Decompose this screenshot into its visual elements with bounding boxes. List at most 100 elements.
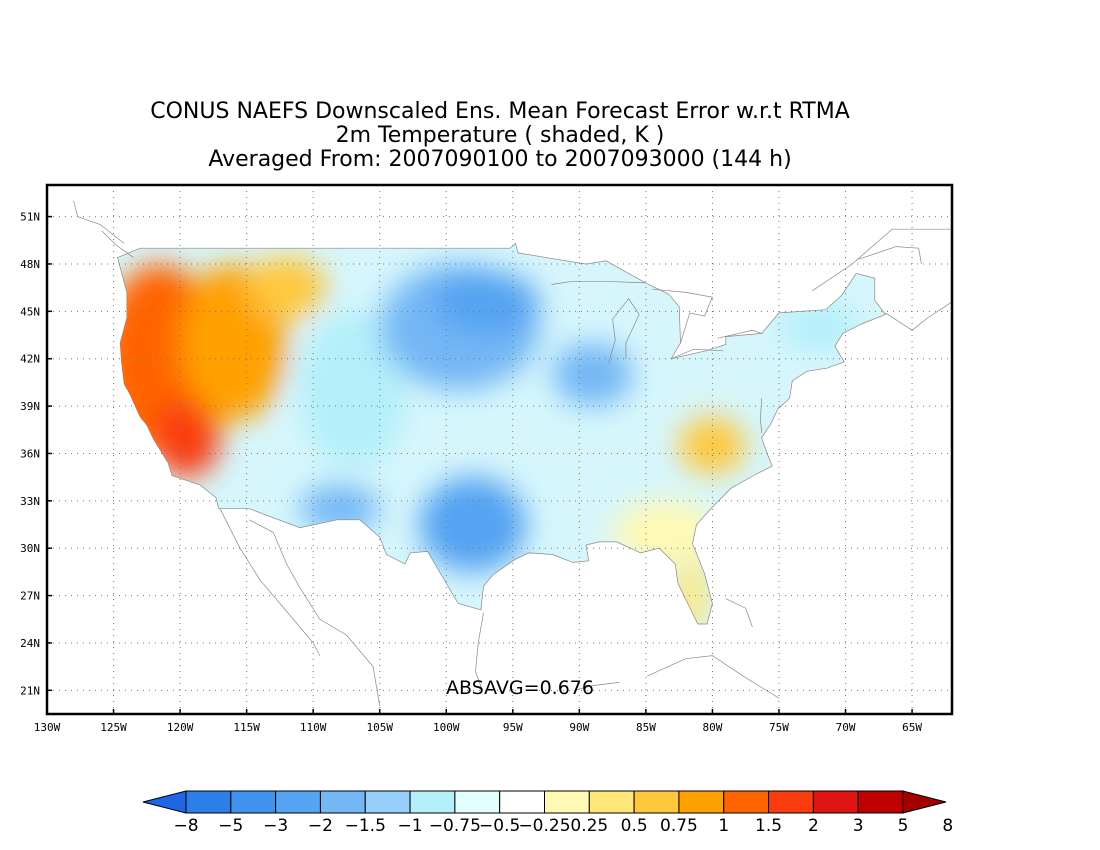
- coastline-segment-4: [647, 655, 780, 699]
- gridlines: [47, 185, 952, 714]
- colorbar-label: 1: [718, 816, 729, 836]
- colorbar-label: −0.75: [429, 816, 481, 836]
- lon-tick-label: 105W: [366, 721, 393, 734]
- colorbar-box: [723, 790, 770, 814]
- coastline-segment-1: [249, 519, 381, 707]
- colorbar-box: [499, 790, 545, 814]
- colorbar-label: −0.25: [518, 816, 570, 836]
- colorbar-box: [230, 790, 277, 814]
- colorbar-box: [544, 790, 590, 814]
- lon-tick-label: 130W: [34, 721, 61, 734]
- colorbar: −8 −5 −3 −2 −1.5 −1 −0.75−0.5−0.25 0.25 0.5 0.75 1…: [142, 790, 953, 836]
- colorbar-box: [768, 790, 814, 814]
- region-northern-plains-core: [432, 271, 540, 336]
- lat-tick-label: 24N: [20, 637, 40, 650]
- region-southeast-warm: [612, 500, 720, 564]
- absavg-annotation: ABSAVG=0.676: [446, 677, 594, 699]
- lon-tick-label: 115W: [233, 721, 260, 734]
- colorbar-label: −2: [308, 816, 333, 836]
- lat-tick-label: 30N: [20, 542, 40, 555]
- colorbar-left-arrow: [142, 790, 187, 814]
- coastline-segment-5: [725, 598, 753, 628]
- region-florida-warm: [676, 556, 709, 624]
- colorbar-label: 0.5: [621, 816, 648, 836]
- colorbar-box: [409, 790, 456, 814]
- title-line-1: CONUS NAEFS Downscaled Ens. Mean Forecas…: [150, 99, 850, 124]
- colorbar-label: −0.5: [479, 816, 520, 836]
- region-nw-interior-warm: [246, 256, 327, 320]
- conus-shaded-field: [117, 243, 886, 624]
- lat-tick-label: 45N: [20, 305, 40, 318]
- lon-tick-label: 85W: [636, 721, 656, 734]
- colorbar-label: −3: [263, 816, 288, 836]
- lat-tick-label: 51N: [20, 211, 40, 224]
- colorbar-box: [275, 790, 321, 814]
- colorbar-label: 2: [808, 816, 819, 836]
- colorbar-box: [857, 790, 904, 814]
- coastline-segment-14: [551, 280, 646, 285]
- region-california-warm: [153, 398, 221, 478]
- lon-tick-label: 75W: [769, 721, 789, 734]
- coastline-segment-6: [885, 301, 952, 331]
- coastline-segment-11: [608, 298, 640, 364]
- colorbar-label: −1.5: [345, 816, 386, 836]
- colorbar-label: −5: [218, 816, 243, 836]
- colorbar-box: [454, 790, 501, 814]
- plot-frame: [45, 183, 954, 716]
- colorbar-label: 8: [942, 816, 953, 836]
- latitude-axis: 21N 24N 27N 30N 33N 36N 39N 42N 45N 48N 51N: [20, 211, 52, 697]
- region-new-england-cool: [778, 303, 859, 351]
- lat-tick-label: 39N: [20, 400, 40, 413]
- colorbar-label: 5: [898, 816, 909, 836]
- plot-area: [47, 185, 952, 714]
- colorbar-box: [633, 790, 680, 814]
- coastline-segment-16: [812, 228, 952, 292]
- coastline-segment-10: [652, 288, 713, 344]
- coastline-segment-13: [717, 329, 762, 339]
- colorbar-box: [812, 790, 859, 814]
- colorbar-label: −8: [173, 816, 198, 836]
- coastline-segment-2: [475, 612, 484, 691]
- lat-tick-label: 33N: [20, 495, 40, 508]
- colorbar-box: [588, 790, 635, 814]
- lon-tick-label: 65W: [902, 721, 922, 734]
- coastline-segment-7: [858, 246, 922, 265]
- coastline-segment-9: [101, 230, 134, 258]
- colorbar-label: 1.5: [755, 816, 782, 836]
- lat-tick-label: 21N: [20, 684, 40, 697]
- region-midwest-cool: [552, 342, 633, 407]
- coastline-segment-15: [760, 398, 763, 433]
- lat-tick-label: 42N: [20, 353, 40, 366]
- lon-tick-label: 70W: [836, 721, 856, 734]
- colorbar-label: −1: [398, 816, 423, 836]
- coastline-segment-3: [573, 682, 620, 691]
- colorbar-box: [319, 790, 366, 814]
- colorbar-box: [678, 790, 725, 814]
- colorbar-right-arrow: [902, 790, 947, 814]
- colorbar-label: 3: [853, 816, 864, 836]
- longitude-axis: 130W 125W 120W 115W 110W 105W 100W 95W 90W 85W 80W…: [34, 709, 922, 734]
- colorbar-box: [185, 790, 232, 814]
- lon-tick-label: 120W: [167, 721, 194, 734]
- lon-tick-label: 80W: [703, 721, 723, 734]
- lat-tick-label: 36N: [20, 447, 40, 460]
- conus-outline: [117, 242, 887, 625]
- region-rockies-cool: [299, 311, 407, 470]
- title-line-3: Averaged From: 2007090100 to 2007093000 …: [208, 147, 792, 172]
- lon-tick-label: 90W: [569, 721, 589, 734]
- colorbar-label: 0.25: [570, 816, 608, 836]
- region-texas-cool: [419, 477, 527, 572]
- coastline-segment-8: [73, 200, 125, 244]
- coastline-segment-0: [219, 508, 321, 656]
- region-appalachian-warm: [679, 417, 746, 474]
- lon-tick-label: 110W: [300, 721, 327, 734]
- coastline-segment-12: [671, 348, 724, 360]
- lon-tick-label: 95W: [503, 721, 523, 734]
- coastlines: [73, 200, 952, 707]
- lat-tick-label: 27N: [20, 590, 40, 603]
- lon-tick-label: 125W: [100, 721, 127, 734]
- title-line-2: 2m Temperature ( shaded, K ): [335, 123, 665, 148]
- lat-tick-label: 48N: [20, 258, 40, 271]
- colorbar-label: 0.75: [660, 816, 698, 836]
